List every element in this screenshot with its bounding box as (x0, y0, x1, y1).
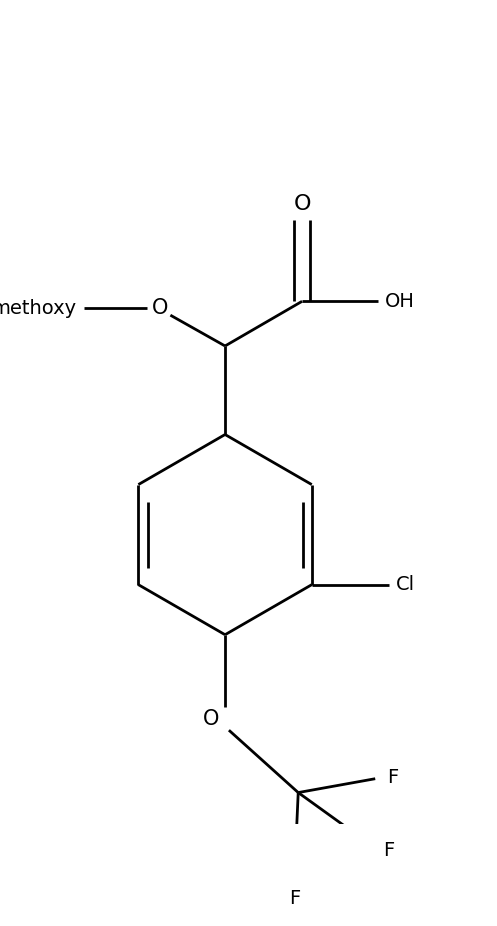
Text: O: O (152, 298, 168, 319)
Text: O: O (293, 194, 311, 214)
Text: F: F (289, 889, 300, 907)
Text: OH: OH (385, 292, 415, 311)
Text: O: O (203, 709, 219, 730)
Text: Cl: Cl (396, 575, 415, 594)
Text: F: F (383, 841, 394, 860)
Text: methoxy: methoxy (0, 299, 77, 318)
Text: F: F (387, 768, 398, 787)
